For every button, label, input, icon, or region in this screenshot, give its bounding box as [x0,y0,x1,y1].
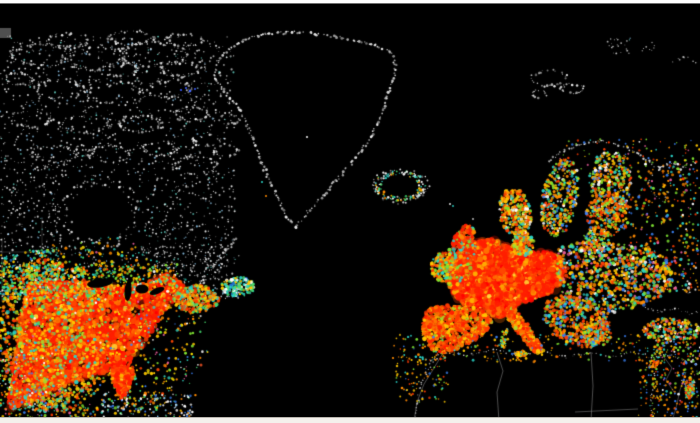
top-margin [0,0,700,4]
bottom-margin [0,417,700,423]
